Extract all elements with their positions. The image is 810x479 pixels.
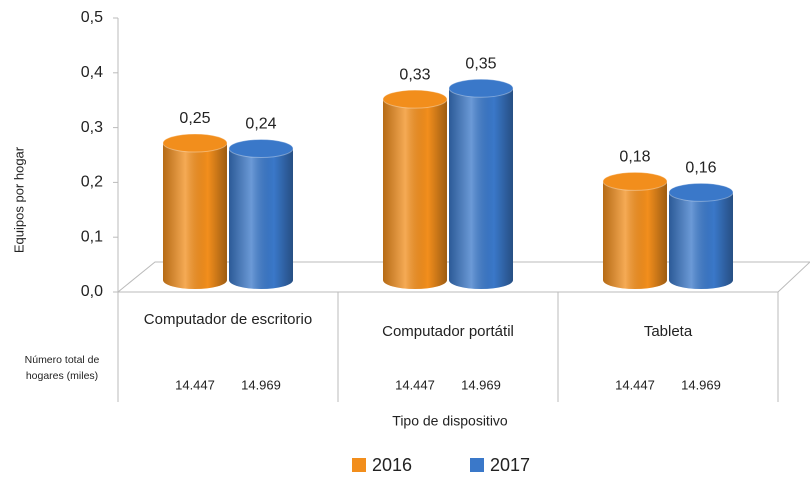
y-tick-label: 0,4 xyxy=(81,64,103,81)
value-label: 0,25 xyxy=(179,110,210,127)
bar-top xyxy=(602,171,668,191)
bar-top xyxy=(382,89,448,109)
legend-swatch xyxy=(470,458,484,472)
bar-top xyxy=(162,133,228,153)
table-cell: 14.969 xyxy=(241,377,281,392)
table-cell: 14.969 xyxy=(681,377,721,392)
table-cell: 14.447 xyxy=(395,377,435,392)
x-axis-label: Tipo de dispositivo xyxy=(392,413,508,429)
table-row-label: Número total de hogares (miles) xyxy=(24,354,100,382)
table-cell: 14.447 xyxy=(175,377,215,392)
value-label: 0,33 xyxy=(399,66,430,83)
value-label: 0,16 xyxy=(685,160,716,177)
value-label: 0,24 xyxy=(245,116,276,133)
y-tick-label: 0,3 xyxy=(81,119,103,136)
y-tick-label: 0,0 xyxy=(81,283,103,300)
table-cell: 14.969 xyxy=(461,377,501,392)
bar-top xyxy=(668,182,734,202)
y-axis-label: Equipos por hogar xyxy=(11,146,26,253)
table-cell: 14.447 xyxy=(615,377,655,392)
bar-top xyxy=(228,138,294,158)
legend-swatch xyxy=(352,458,366,472)
y-tick-label: 0,5 xyxy=(81,9,103,26)
y-tick-label: 0,1 xyxy=(81,228,103,245)
bar-shade xyxy=(603,181,667,289)
bar-shade xyxy=(163,143,227,289)
legend-label: 2016 xyxy=(372,455,412,475)
bar-shade xyxy=(669,192,733,289)
category-label: Tableta xyxy=(643,323,693,340)
bar-top xyxy=(448,78,514,98)
bar-shade xyxy=(229,148,293,289)
category-label: Computador de escritorio xyxy=(143,311,313,328)
bar-shade xyxy=(383,99,447,289)
category-label: Computador portátil xyxy=(382,323,514,340)
legend-label: 2017 xyxy=(490,455,530,475)
value-label: 0,35 xyxy=(465,55,496,72)
bar-shade xyxy=(449,88,513,289)
value-label: 0,18 xyxy=(619,149,650,166)
y-tick-label: 0,2 xyxy=(81,174,103,191)
